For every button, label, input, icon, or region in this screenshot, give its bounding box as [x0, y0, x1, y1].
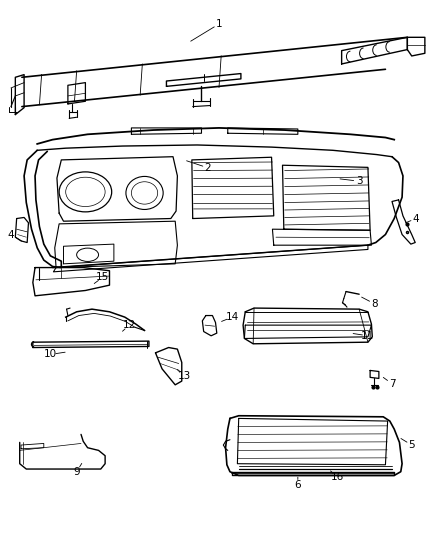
Text: 14: 14 [226, 312, 239, 322]
Text: 1: 1 [215, 19, 223, 29]
Text: 3: 3 [356, 176, 363, 186]
Text: 4: 4 [7, 230, 14, 239]
Text: 7: 7 [389, 379, 396, 389]
Text: 4: 4 [413, 214, 420, 223]
Text: 13: 13 [177, 371, 191, 381]
Text: 6: 6 [294, 480, 301, 490]
Text: 16: 16 [331, 472, 344, 482]
Text: 11: 11 [361, 331, 374, 341]
Text: 5: 5 [408, 440, 415, 450]
Text: 2: 2 [205, 163, 212, 173]
Text: 9: 9 [73, 467, 80, 477]
Text: 15: 15 [96, 272, 110, 282]
Text: 12: 12 [123, 320, 136, 330]
Text: 8: 8 [371, 299, 378, 309]
Text: 10: 10 [44, 350, 57, 359]
